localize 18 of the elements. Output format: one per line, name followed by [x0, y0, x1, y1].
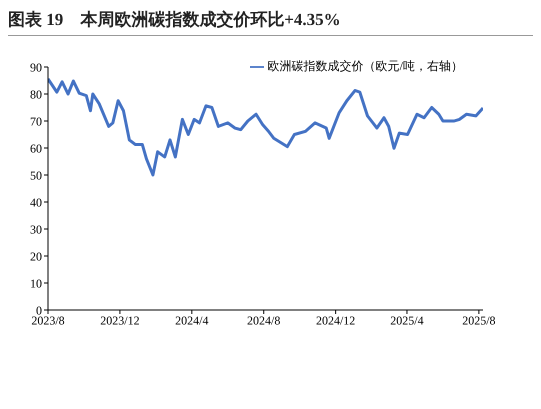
y-tick-label: 50 [30, 168, 42, 182]
x-tick-label: 2023/12 [100, 314, 140, 328]
y-tick-label: 30 [30, 222, 42, 236]
x-tick-label: 2024/12 [316, 314, 356, 328]
y-tick-label: 40 [30, 195, 42, 210]
line-series [48, 77, 483, 176]
x-tick-label: 2025/4 [390, 314, 424, 328]
y-tick-label: 80 [30, 87, 42, 102]
y-tick-label: 70 [30, 114, 42, 128]
y-tick-label: 90 [30, 60, 42, 74]
x-tick-label: 2024/4 [175, 314, 208, 328]
legend-label: 欧洲碳指数成交价（欧元/吨，右轴） [268, 59, 463, 73]
x-tick-label: 2025/8 [462, 314, 496, 328]
y-tick-label: 10 [30, 276, 42, 290]
y-tick-label: 60 [30, 141, 42, 156]
chart-title: 图表 19 本周欧洲碳指数成交价环比+4.35% [8, 8, 533, 36]
y-tick-label: 20 [30, 249, 42, 264]
x-tick-label: 2024/8 [247, 314, 280, 328]
